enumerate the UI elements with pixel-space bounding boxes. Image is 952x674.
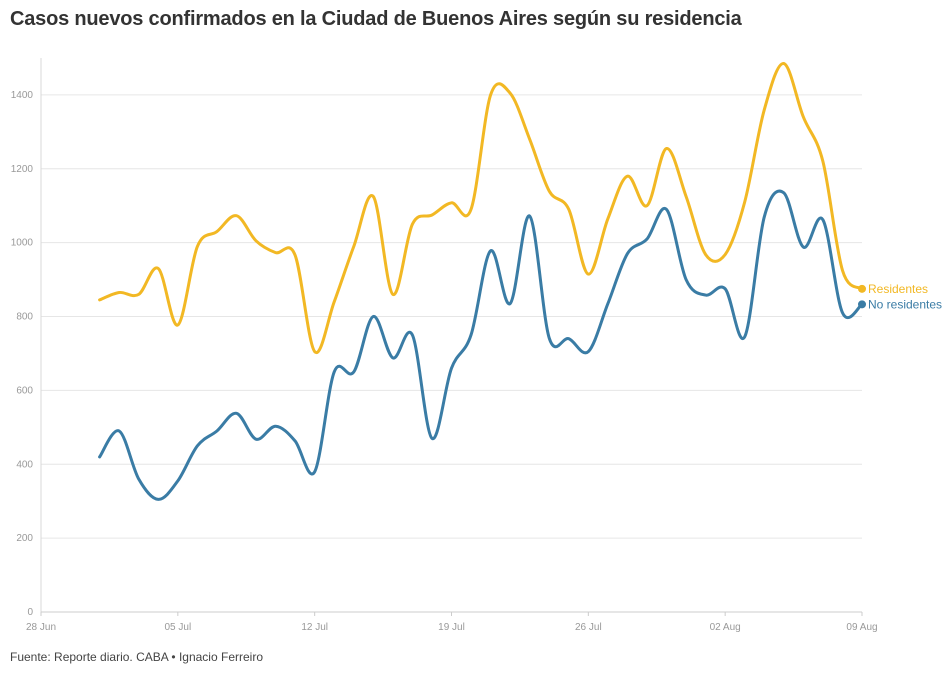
y-tick-label: 800 <box>16 312 33 323</box>
y-tick-label: 600 <box>16 385 33 396</box>
y-tick-label: 1200 <box>11 164 34 175</box>
series-line-residentes <box>98 62 864 355</box>
y-tick-label: 0 <box>27 607 33 618</box>
chart-title: Casos nuevos confirmados en la Ciudad de… <box>10 8 742 30</box>
source-footer: Fuente: Reporte diario. CABA • Ignacio F… <box>10 650 263 664</box>
series-label-no-residentes: No residentes <box>868 297 942 311</box>
x-tick-label: 28 Jun <box>26 622 56 633</box>
x-tick-label: 05 Jul <box>164 622 191 633</box>
y-tick-label: 1400 <box>11 90 34 101</box>
y-tick-label: 1000 <box>11 238 34 249</box>
series-endpoint-no-residentes <box>858 300 866 309</box>
y-tick-label: 400 <box>16 459 33 470</box>
series-endpoint-residentes <box>858 284 866 293</box>
x-tick-label: 02 Aug <box>710 622 741 633</box>
y-tick-label: 200 <box>16 533 33 544</box>
series-label-residentes: Residentes <box>868 282 928 296</box>
series-line-no-residentes <box>98 189 864 501</box>
x-tick-label: 19 Jul <box>438 622 465 633</box>
x-tick-label: 26 Jul <box>575 622 602 633</box>
x-tick-label: 09 Aug <box>846 622 877 633</box>
x-tick-label: 12 Jul <box>301 622 328 633</box>
